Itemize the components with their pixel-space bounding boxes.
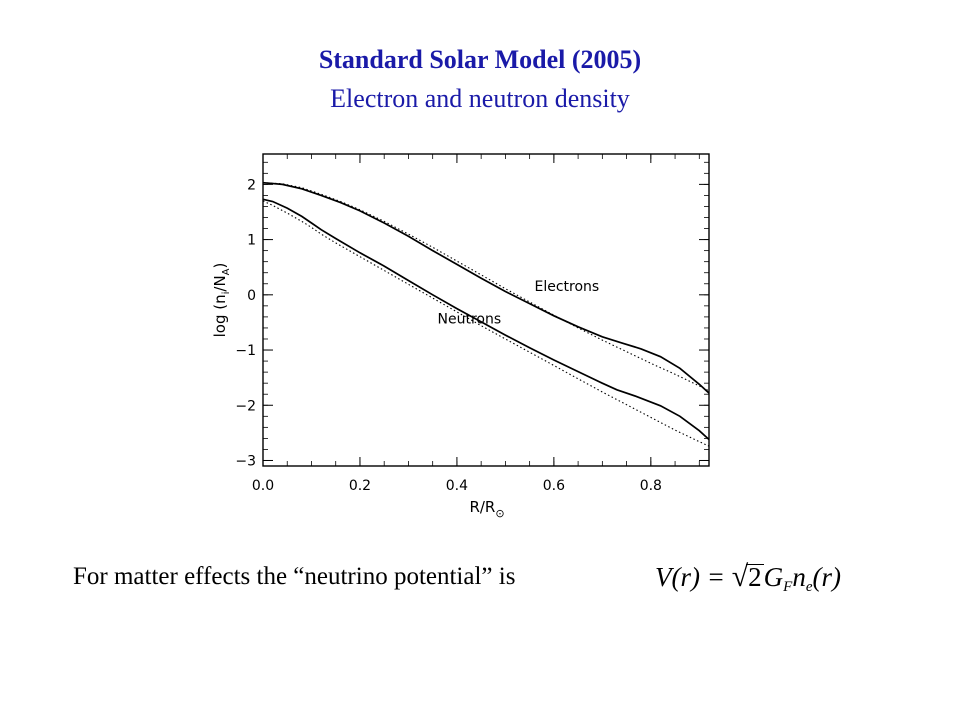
- radical-sign: √: [731, 560, 749, 593]
- plot-frame: [262, 153, 710, 467]
- dotted-series-line-1: [262, 182, 710, 392]
- formula-sqrt-arg: 2: [746, 562, 764, 592]
- slide-title: Standard Solar Model (2005): [318, 45, 642, 74]
- y-tick-label: 0: [247, 288, 256, 304]
- axis-ticks: [262, 154, 709, 466]
- caption-text: For matter effects the “neutrino potenti…: [73, 563, 516, 590]
- formula-arg: (r): [812, 562, 842, 592]
- formula-g: G: [763, 562, 784, 592]
- slide-subtitle: Electron and neutron density: [330, 84, 630, 113]
- y-tick-label: −1: [235, 343, 256, 359]
- annotation-electrons: Electrons: [534, 279, 599, 295]
- annotation-neutrons: Neutrons: [438, 312, 502, 328]
- y-tick-label: 1: [247, 233, 256, 249]
- neutrino-potential-formula: V(r) = √2GFne(r): [655, 560, 841, 596]
- y-tick-label: −2: [235, 398, 256, 414]
- formula-n: n: [792, 562, 806, 592]
- x-tick-label: 0.0: [252, 478, 274, 494]
- formula-lhs: V(r) =: [655, 562, 725, 592]
- formula-n-sub: e: [805, 579, 813, 595]
- y-tick-label: 2: [247, 177, 256, 193]
- density-chart: 0.0 0.2 0.4 0.6 0.8 2 1 0 −1 −2 −3 Electrons Neutro…: [211, 153, 710, 520]
- solid-series-line-2: [262, 198, 710, 441]
- solid-series-line-0: [262, 181, 710, 394]
- y-tick-label: −3: [235, 453, 256, 469]
- x-tick-label: 0.6: [543, 478, 565, 494]
- series-layer: [262, 181, 710, 447]
- x-tick-label: 0.4: [446, 478, 468, 494]
- annotation-layer: Electrons Neutrons: [438, 279, 600, 328]
- x-axis-label: R/R⊙: [469, 498, 504, 520]
- formula-g-sub: F: [783, 579, 793, 595]
- y-axis-label: log (ni/NA): [211, 263, 232, 338]
- tick-labels: 0.0 0.2 0.4 0.6 0.8 2 1 0 −1 −2 −3: [235, 177, 662, 494]
- x-tick-label: 0.2: [349, 478, 371, 494]
- x-tick-label: 0.8: [640, 478, 662, 494]
